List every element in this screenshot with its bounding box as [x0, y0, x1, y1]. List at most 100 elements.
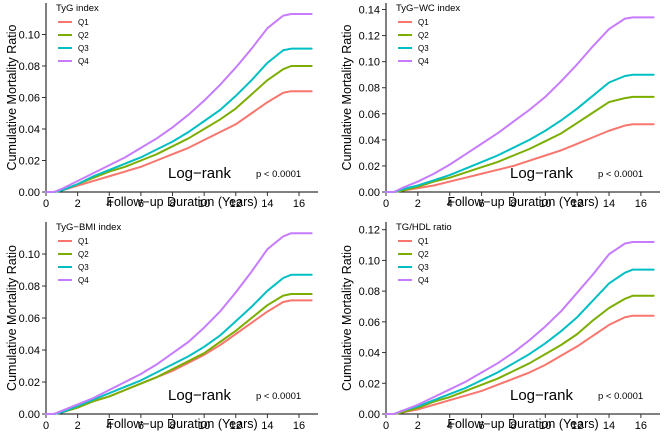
logrank-label: Log−rank	[510, 165, 573, 182]
y-tick-label: 0.10	[19, 249, 40, 261]
legend-label-q2: Q2	[418, 250, 429, 259]
series-line-q4	[45, 13, 313, 193]
legend-label-q2: Q2	[78, 250, 89, 259]
series-line-q2	[45, 293, 313, 415]
y-tick-label: 0.06	[19, 93, 40, 105]
x-tick-label: 8	[169, 420, 175, 432]
series-line-q3	[45, 47, 313, 193]
x-tick-label: 12	[230, 420, 242, 432]
x-tick-label: 0	[383, 420, 389, 432]
y-tick-label: 0.08	[359, 83, 380, 95]
x-tick-label: 10	[539, 198, 551, 210]
y-tick-label: 0.06	[359, 317, 380, 329]
x-tick-label: 16	[635, 198, 647, 210]
series-line-q2	[385, 294, 655, 415]
y-axis-title: Cumulative Mortality Ratio	[5, 25, 19, 171]
series-line-q4	[45, 232, 313, 415]
y-tick-label: 0.14	[359, 5, 380, 17]
y-tick-label: 0.00	[359, 409, 380, 421]
x-tick-label: 14	[603, 420, 615, 432]
series-line-q2	[385, 95, 655, 193]
legend-label-q1: Q1	[78, 237, 89, 246]
legend-label-q4: Q4	[418, 276, 429, 285]
p-value-label: p < 0.0001	[598, 391, 643, 402]
x-tick-label: 10	[198, 198, 210, 210]
legend-label-q2: Q2	[78, 31, 89, 40]
x-tick-label: 6	[138, 198, 144, 210]
legend-label-q1: Q1	[418, 18, 429, 27]
x-tick-label: 8	[510, 420, 516, 432]
y-tick-label: 0.10	[359, 255, 380, 267]
y-tick-label: 0.02	[359, 378, 380, 390]
legend-title: TyG−WC index	[396, 3, 460, 14]
x-tick-label: 12	[571, 420, 583, 432]
x-axis-title: Follow−up Duration (Years)	[447, 195, 598, 209]
x-tick-label: 2	[415, 198, 421, 210]
y-axis-title: Cumulative Mortality Ratio	[340, 245, 354, 391]
x-tick-label: 0	[43, 198, 49, 210]
legend-label-q2: Q2	[418, 31, 429, 40]
y-tick-label: 0.02	[19, 156, 40, 168]
y-tick-label: 0.10	[359, 57, 380, 69]
logrank-label: Log−rank	[168, 387, 231, 404]
y-tick-label: 0.06	[359, 109, 380, 121]
legend-label-q4: Q4	[78, 276, 89, 285]
x-tick-label: 8	[169, 198, 175, 210]
x-tick-label: 8	[510, 198, 516, 210]
series-line-q3	[45, 273, 313, 415]
x-tick-label: 10	[539, 420, 551, 432]
x-tick-label: 12	[571, 198, 583, 210]
legend-label-q1: Q1	[418, 237, 429, 246]
x-axis-title: Follow−up Duration (Years)	[106, 195, 257, 209]
x-tick-label: 2	[415, 420, 421, 432]
x-axis-title: Follow−up Duration (Years)	[447, 417, 598, 431]
x-tick-label: 14	[603, 198, 615, 210]
legend-label-q4: Q4	[78, 57, 89, 66]
y-tick-label: 0.04	[359, 135, 380, 147]
x-tick-label: 4	[106, 198, 112, 210]
x-axis-title: Follow−up Duration (Years)	[106, 417, 257, 431]
x-tick-label: 14	[261, 198, 273, 210]
x-tick-label: 0	[383, 198, 389, 210]
y-tick-label: 0.04	[19, 345, 40, 357]
legend-label-q4: Q4	[418, 57, 429, 66]
y-tick-label: 0.04	[19, 124, 40, 136]
y-tick-label: 0.08	[19, 281, 40, 293]
legend-title: TyG index	[56, 3, 99, 14]
x-tick-label: 4	[447, 420, 453, 432]
x-tick-label: 10	[198, 420, 210, 432]
legend-label-q3: Q3	[78, 263, 89, 272]
legend-label-q1: Q1	[78, 18, 89, 27]
y-tick-label: 0.12	[359, 31, 380, 43]
y-tick-label: 0.08	[19, 61, 40, 73]
x-tick-label: 16	[293, 420, 305, 432]
x-tick-label: 2	[75, 198, 81, 210]
series-line-q1	[45, 90, 313, 193]
x-tick-label: 6	[138, 420, 144, 432]
x-tick-label: 4	[106, 420, 112, 432]
y-tick-label: 0.08	[359, 286, 380, 298]
legend-title: TyG−BMI index	[56, 222, 121, 233]
y-tick-label: 0.00	[19, 187, 40, 199]
legend-label-q3: Q3	[78, 44, 89, 53]
chart-panel-4: 0.00 0.02 0.04 0.06 0.08 0.10 0.12 0 2 4 6 8 10 12 14 1…	[340, 222, 660, 432]
y-axis-title: Cumulative Mortality Ratio	[340, 25, 354, 171]
y-tick-label: 0.00	[19, 409, 40, 421]
x-tick-label: 6	[479, 198, 485, 210]
legend-title: TG/HDL ratio	[396, 222, 452, 233]
y-tick-label: 0.04	[359, 348, 380, 360]
x-tick-label: 16	[293, 198, 305, 210]
logrank-label: Log−rank	[510, 387, 573, 404]
x-tick-label: 16	[635, 420, 647, 432]
series-line-q3	[385, 73, 655, 193]
y-tick-label: 0.02	[359, 161, 380, 173]
chart-panel-1: 0.00 0.02 0.04 0.06 0.08 0.10 0 2 4 6 8 10 12 14 16 Fol…	[5, 3, 318, 210]
y-tick-label: 0.10	[19, 30, 40, 42]
legend-label-q3: Q3	[418, 263, 429, 272]
x-tick-label: 12	[230, 198, 242, 210]
x-tick-label: 4	[447, 198, 453, 210]
p-value-label: p < 0.0001	[256, 169, 301, 180]
x-tick-label: 6	[479, 420, 485, 432]
series-line-q1	[385, 123, 655, 193]
